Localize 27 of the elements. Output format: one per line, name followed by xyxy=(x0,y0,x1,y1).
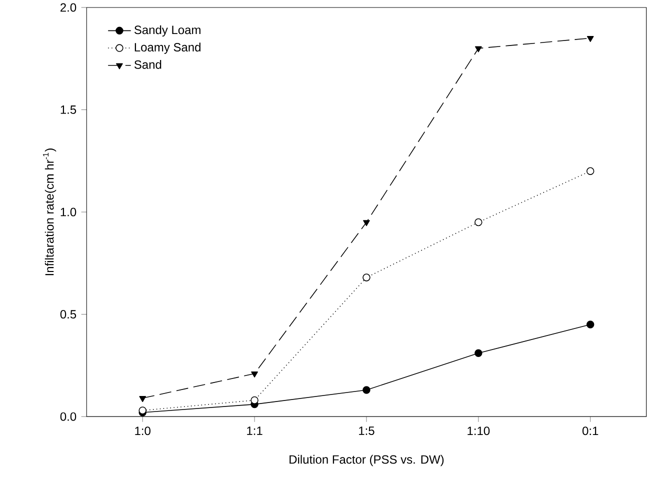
legend-label: Sandy Loam xyxy=(134,25,200,37)
x-tick-label: 1:0 xyxy=(135,426,150,436)
point xyxy=(474,349,482,358)
y-tick-label: 2.0 xyxy=(60,3,76,12)
y-tick-label: 0.0 xyxy=(60,412,76,421)
point xyxy=(586,320,594,328)
y-tick-label: 0.5 xyxy=(60,310,76,319)
y-tick-label: 1.5 xyxy=(60,106,76,114)
x-tick-label: 1:10 xyxy=(468,426,490,436)
y-axis-title: Infiltaration rate(cm hr$^{-1}$) xyxy=(43,148,56,276)
x-tick-label: 1:1 xyxy=(247,426,262,435)
point xyxy=(250,396,258,404)
x-tick-label: 0:1 xyxy=(582,426,598,436)
point xyxy=(586,167,594,176)
point xyxy=(363,220,370,226)
point xyxy=(251,372,258,378)
point xyxy=(586,36,594,42)
legend-label: Sand xyxy=(134,60,162,69)
x-tick-label: 1:5 xyxy=(359,426,374,436)
point xyxy=(362,274,370,282)
point xyxy=(362,386,370,394)
point xyxy=(139,396,146,402)
y-tick-label: 1.0 xyxy=(60,208,76,216)
point xyxy=(474,218,482,226)
point xyxy=(475,46,482,52)
x-axis-title: Dilution Factor (PSS vs. DW) xyxy=(290,454,444,466)
legend-label: Loamy Sand xyxy=(134,42,200,54)
